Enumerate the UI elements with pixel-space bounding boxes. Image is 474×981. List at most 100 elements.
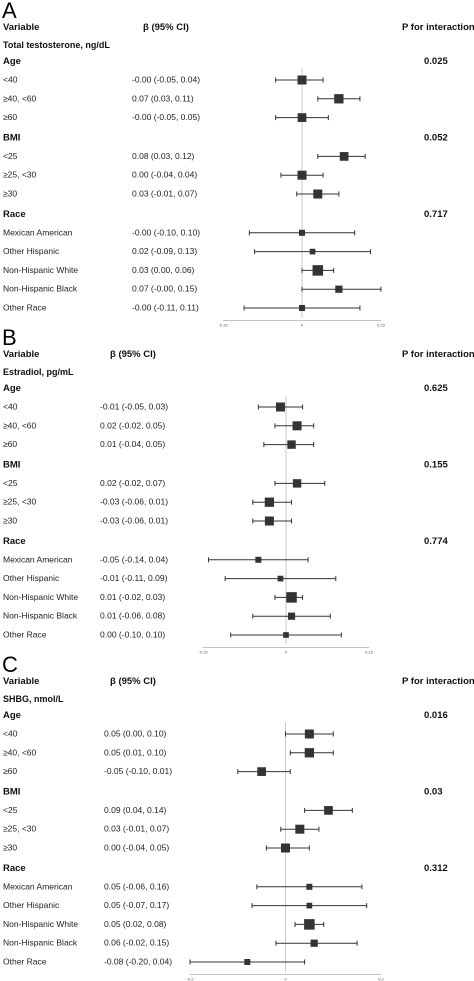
panel-b-point-estimate-4: [264, 497, 275, 507]
panel-c-row-label-5: ≥30: [3, 843, 17, 853]
panel-a-tick-label-1: 0: [301, 323, 304, 328]
panel-c-header-variable: Variable: [3, 676, 39, 687]
panel-b-row-estimate-2: 0.01 (-0.04, 0.05): [100, 439, 165, 449]
panel-b-row-label-5: ≥30: [3, 516, 17, 526]
panel-c-row-label-2: ≥60: [3, 766, 17, 776]
panel-a-row-label-8: Non-Hispanic White: [3, 265, 78, 275]
panel-b-point-estimate-7: [277, 575, 284, 582]
panel-b-p-value-1: 0.155: [424, 459, 448, 470]
panel-b-row-estimate-1: 0.02 (-0.02, 0.05): [100, 420, 165, 430]
panel-b-tick-label-1: 0: [285, 650, 288, 655]
panel-c-row-label-1: ≥40, <60: [3, 747, 37, 757]
panel-a-row-estimate-8: 0.03 (0.00, 0.06): [132, 265, 195, 275]
panel-a-row-label-0: <40: [3, 75, 18, 85]
panel-c-point-estimate-10: [244, 959, 251, 965]
panel-b-row-label-10: Other Race: [3, 630, 47, 640]
panel-a-row-estimate-3: 0.08 (0.03, 0.12): [132, 151, 195, 161]
panel-c-tick-label-2: 0.2: [378, 977, 384, 981]
panel-c-row-estimate-4: 0.03 (-0.01, 0.07): [104, 824, 169, 834]
panel-c-group-label-2: Race: [3, 863, 26, 874]
panel-b-row-estimate-9: 0.01 (-0.06, 0.08): [100, 611, 165, 621]
panel-b-subtitle: Estradiol, pg/mL: [3, 367, 74, 377]
panel-b-group-label-1: BMI: [3, 459, 20, 470]
panel-a-subtitle: Total testosterone, ng/dL: [3, 40, 110, 50]
panel-c-row-label-9: Non-Hispanic Black: [3, 938, 78, 948]
panel-c-point-estimate-2: [257, 767, 266, 776]
panel-a-row-estimate-9: 0.07 (-0.00, 0.15): [132, 284, 197, 294]
panel-c-point-estimate-5: [281, 843, 290, 853]
panel-c-point-estimate-7: [306, 902, 313, 909]
panel-c-group-label-0: Age: [3, 710, 21, 721]
panel-b-row-label-1: ≥40, <60: [3, 420, 37, 430]
panel-a-row-estimate-1: 0.07 (0.03, 0.11): [132, 93, 194, 103]
panel-b-row-label-8: Non-Hispanic White: [3, 592, 78, 602]
panel-b-tick-label-2: 0.15: [365, 650, 374, 655]
panel-c-subtitle: SHBG, nmol/L: [3, 694, 64, 704]
panel-c-p-value-1: 0.03: [424, 786, 443, 797]
panel-c-p-value-0: 0.016: [424, 710, 448, 721]
panel-c-row-estimate-2: -0.05 (-0.10, 0.01): [104, 766, 172, 776]
panel-c-row-estimate-8: 0.05 (0.02, 0.08): [104, 919, 167, 929]
panel-a-letter: A: [2, 0, 17, 23]
panel-c-row-label-0: <40: [3, 729, 18, 739]
panel-b-point-estimate-2: [287, 440, 296, 449]
panel-a-row-label-3: <25: [3, 151, 18, 161]
panel-b-row-label-4: ≥25, <30: [3, 497, 37, 507]
panel-a-point-estimate-0: [297, 75, 307, 85]
panel-c-point-estimate-8: [304, 919, 315, 930]
panel-c-row-estimate-10: -0.08 (-0.20, 0.04): [104, 957, 172, 967]
panel-c-row-estimate-0: 0.05 (0.00, 0.10): [104, 729, 167, 739]
panel-a-header-beta: β (95% CI): [143, 22, 189, 33]
panel-a-row-estimate-10: -0.00 (-0.11, 0.11): [132, 303, 199, 313]
panel-b-row-estimate-7: -0.01 (-0.11, 0.09): [100, 573, 168, 583]
panel-a-point-estimate-4: [297, 170, 307, 180]
panel-b-row-label-0: <40: [3, 402, 18, 412]
panel-b-row-estimate-6: -0.05 (-0.14, 0.04): [100, 554, 168, 564]
panel-c-letter: C: [2, 652, 18, 677]
panel-c-row-label-10: Other Race: [3, 957, 47, 967]
panel-c-row-estimate-6: 0.05 (-0.06, 0.16): [104, 881, 169, 891]
panel-b-row-estimate-0: -0.01 (-0.05, 0.03): [100, 402, 168, 412]
panel-a-tick-label-0: -0.15: [218, 323, 228, 328]
panel-b-point-estimate-5: [264, 516, 274, 526]
panel-c-point-estimate-4: [295, 824, 305, 834]
panel-c-row-estimate-9: 0.06 (-0.02, 0.15): [104, 938, 169, 948]
panel-c-group-label-1: BMI: [3, 786, 20, 797]
panel-c-row-estimate-7: 0.05 (-0.07, 0.17): [104, 900, 169, 910]
panel-a-row-estimate-5: 0.03 (-0.01, 0.07): [132, 189, 197, 199]
panel-b-row-estimate-3: 0.02 (-0.02, 0.07): [100, 478, 165, 488]
panel-b-header-variable: Variable: [3, 349, 39, 360]
panel-a-row-label-10: Other Race: [3, 303, 47, 313]
panel-c-row-label-3: <25: [3, 805, 18, 815]
panel-c-tick-label-0: -0.2: [187, 977, 195, 981]
panel-a-row-label-5: ≥30: [3, 189, 17, 199]
panel-a-group-label-0: Age: [3, 56, 21, 67]
panel-a-group-label-1: BMI: [3, 132, 20, 143]
panel-b-group-label-0: Age: [3, 383, 21, 394]
panel-a-header-p: P for interaction: [402, 22, 474, 33]
panel-a-point-estimate-3: [339, 152, 349, 161]
panel-b-point-estimate-9: [287, 612, 296, 620]
panel-c-header-p: P for interaction: [402, 676, 474, 687]
panel-c-point-estimate-6: [306, 883, 313, 890]
panel-a-group-label-2: Race: [3, 209, 26, 220]
panel-c-point-estimate-3: [324, 806, 333, 815]
panel-c-row-label-4: ≥25, <30: [3, 824, 37, 834]
panel-a-row-label-9: Non-Hispanic Black: [3, 284, 78, 294]
panel-a-point-estimate-1: [334, 94, 344, 104]
panel-a-point-estimate-9: [335, 285, 343, 293]
panel-b-point-estimate-0: [275, 402, 285, 412]
panel-a-row-estimate-0: -0.00 (-0.05, 0.04): [132, 75, 200, 85]
panel-c-p-value-2: 0.312: [424, 863, 448, 874]
panel-b-tick-label-0: -0.15: [198, 650, 208, 655]
panel-a-row-estimate-2: -0.00 (-0.05, 0.05): [132, 112, 200, 122]
panel-a-point-estimate-10: [299, 305, 305, 311]
panel-b-point-estimate-10: [283, 632, 289, 638]
panel-c-row-estimate-3: 0.09 (0.04, 0.14): [104, 805, 167, 815]
panel-a-point-estimate-2: [297, 113, 307, 122]
panel-c-row-estimate-1: 0.05 (0.01, 0.10): [104, 747, 167, 757]
panel-a-row-estimate-6: -0.00 (-0.10, 0.10): [132, 227, 200, 237]
panel-b-p-value-0: 0.625: [424, 383, 448, 394]
panel-a-p-value-0: 0.025: [424, 56, 448, 67]
